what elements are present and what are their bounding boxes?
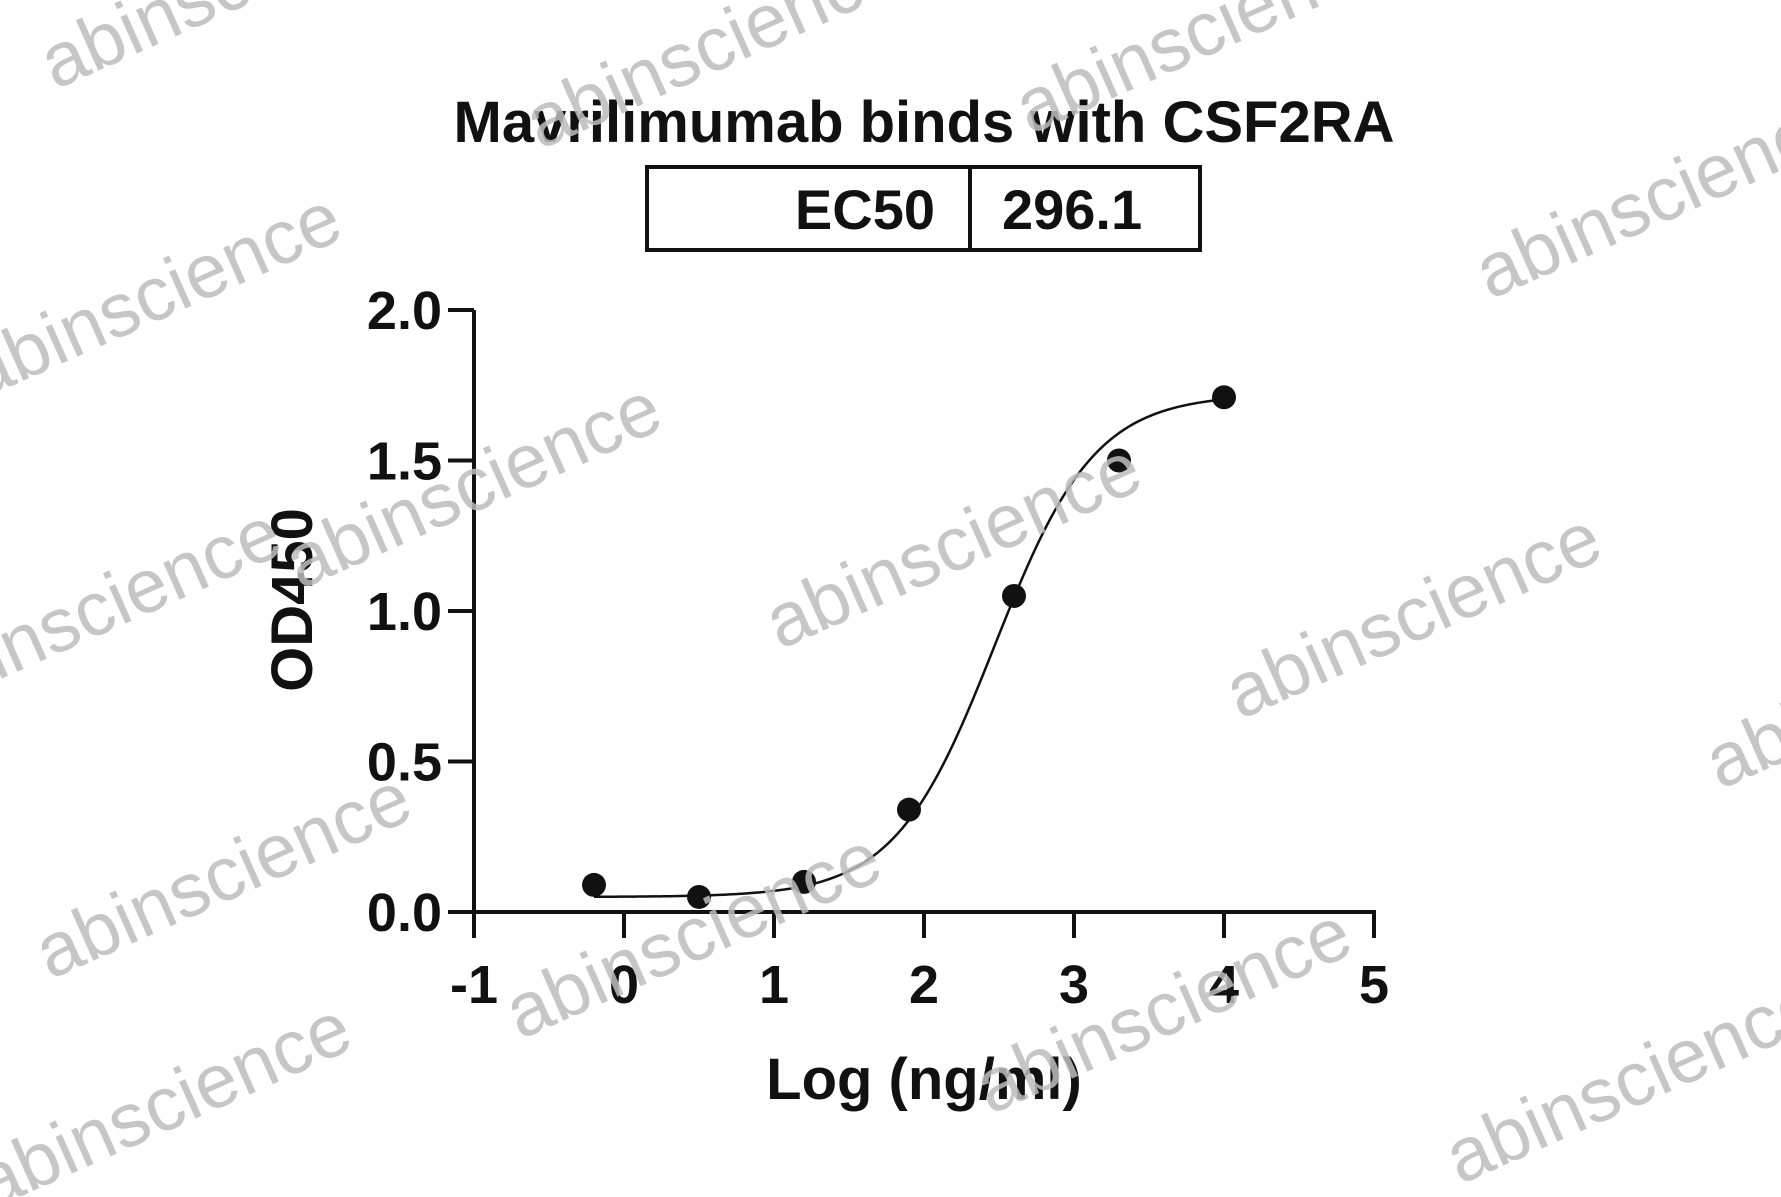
- y-tick-label: 0.5: [367, 733, 442, 793]
- x-tick-label: 3: [1059, 955, 1089, 1015]
- watermark-text: abinscience: [1462, 75, 1781, 316]
- y-tick-label: 2.0: [367, 281, 442, 341]
- watermark-text: abinscience: [0, 490, 294, 731]
- watermark-text: abinscience: [0, 175, 354, 416]
- x-tick-label: -1: [450, 955, 498, 1015]
- x-tick-label: 4: [1209, 955, 1239, 1015]
- data-point: [1107, 448, 1131, 473]
- y-axis-label: OD450: [260, 508, 325, 692]
- x-tick-label: 0: [609, 955, 639, 1015]
- watermark-text: abinscience: [1212, 495, 1613, 736]
- data-point: [1212, 385, 1236, 410]
- watermark-text: abinscience: [752, 425, 1153, 666]
- ec50-label: EC50: [795, 178, 935, 241]
- watermark-text: abinscience: [0, 985, 364, 1197]
- watermark-text: abinscience: [27, 0, 428, 106]
- ec50-value: 296.1: [1002, 178, 1142, 241]
- y-tick-label: 1.5: [367, 432, 442, 492]
- ec50-table-frame: [645, 165, 1202, 252]
- x-axis-label: Log (ng/ml): [766, 1047, 1082, 1112]
- plot-area: Mavrilimumab binds with CSF2RA EC50 296.1 0…: [260, 90, 1395, 1112]
- y-tick-label: 0.0: [367, 883, 442, 943]
- data-point: [687, 884, 711, 909]
- watermark-text: abinscience: [962, 890, 1363, 1131]
- x-tick-label: 5: [1359, 955, 1389, 1015]
- data-point: [1002, 583, 1026, 608]
- chart-title: Mavrilimumab binds with CSF2RA: [454, 90, 1395, 155]
- y-tick-label: 1.0: [367, 582, 442, 642]
- data-point: [897, 797, 921, 822]
- watermark-text: abinscience: [1692, 565, 1781, 806]
- watermark-text: abinscience: [22, 755, 423, 996]
- watermark-text: abinscience: [1432, 960, 1781, 1197]
- data-point: [582, 872, 606, 897]
- watermark-text: abinscience: [492, 815, 893, 1056]
- x-tick-label: 1: [759, 955, 789, 1015]
- x-tick-label: 2: [909, 955, 939, 1015]
- data-point: [792, 869, 816, 894]
